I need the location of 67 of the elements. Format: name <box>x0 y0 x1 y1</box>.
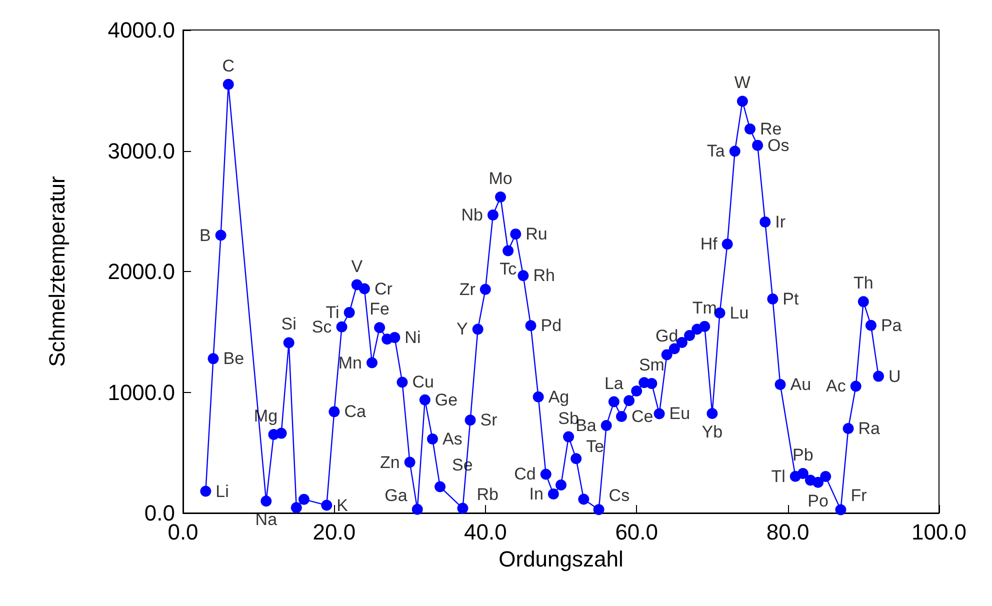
annotation: Rb <box>476 484 498 504</box>
annotation: Ag <box>548 387 570 406</box>
annotation: Pb <box>792 446 814 465</box>
annotation: La <box>604 374 624 393</box>
y-tick-label: 3000.0 <box>108 138 175 164</box>
annotation: Ac <box>826 376 846 396</box>
annotation: Fe <box>370 300 390 319</box>
annotation: Zr <box>459 280 476 299</box>
annotation: Ta <box>706 142 726 161</box>
annotation: Au <box>790 375 812 394</box>
annotation: Lu <box>730 304 749 323</box>
x-tick-label: 40.0 <box>464 520 507 544</box>
annotation: U <box>888 366 901 386</box>
annotation: Y <box>456 320 468 339</box>
y-tick-label: 4000.0 <box>108 18 175 42</box>
annotation: Th <box>853 274 874 293</box>
y-axis-title: Schmelztemperatur <box>44 176 70 367</box>
annotation: Be <box>223 349 244 368</box>
annotation: Gd <box>655 326 678 346</box>
annotation: Cd <box>514 464 536 484</box>
annotation: Ce <box>631 407 654 426</box>
annotation: V <box>351 256 364 276</box>
annotation: Mn <box>338 353 362 372</box>
annotation: Sr <box>480 410 498 430</box>
annotation: Nb <box>461 205 483 224</box>
annotation: Rh <box>533 266 555 286</box>
annotation: Yb <box>702 422 723 442</box>
annotation: Na <box>255 510 278 530</box>
annotation: Ga <box>384 486 408 505</box>
y-tick-label: 1000.0 <box>108 380 175 405</box>
annotation: B <box>199 226 211 245</box>
annotation: Ir <box>775 212 786 232</box>
annotation: Tc <box>500 260 518 279</box>
annotation: Cs <box>608 486 630 506</box>
annotation: C <box>222 56 234 76</box>
annotation: Hf <box>700 234 718 254</box>
annotation: Pa <box>880 316 902 335</box>
y-tick-label: 2000.0 <box>108 259 175 284</box>
annotation: Ca <box>344 402 366 422</box>
annotation: As <box>442 429 462 448</box>
annotation: Sm <box>638 356 664 375</box>
annotation: Ra <box>858 418 881 438</box>
annotation: Te <box>586 437 604 456</box>
x-tick-label: 80.0 <box>766 520 810 544</box>
annotation: Cr <box>374 279 393 298</box>
annotation: Tl <box>771 466 786 486</box>
annotation: Po <box>808 491 828 510</box>
x-tick-label: 100.0 <box>911 520 967 544</box>
annotation: Li <box>216 482 229 501</box>
annotation: Ni <box>404 328 421 348</box>
annotation: K <box>336 496 349 515</box>
annotation: Tm <box>692 298 717 318</box>
annotation: Pt <box>782 290 800 309</box>
x-axis-title: Ordungszahl <box>498 546 624 572</box>
x-tick-label: 60.0 <box>615 520 658 544</box>
annotation: Si <box>281 314 296 334</box>
annotation: Eu <box>669 404 690 424</box>
x-tick-label: 20.0 <box>312 520 356 544</box>
annotation: Cu <box>412 372 434 392</box>
annotation: Ru <box>526 224 548 244</box>
annotation: W <box>734 73 750 92</box>
annotation: Zn <box>380 452 400 472</box>
annotation: Fr <box>850 486 868 506</box>
annotation: Ge <box>434 390 458 410</box>
annotation: Mo <box>488 168 512 188</box>
annotation: Pd <box>540 316 562 336</box>
annotation: In <box>529 484 544 504</box>
